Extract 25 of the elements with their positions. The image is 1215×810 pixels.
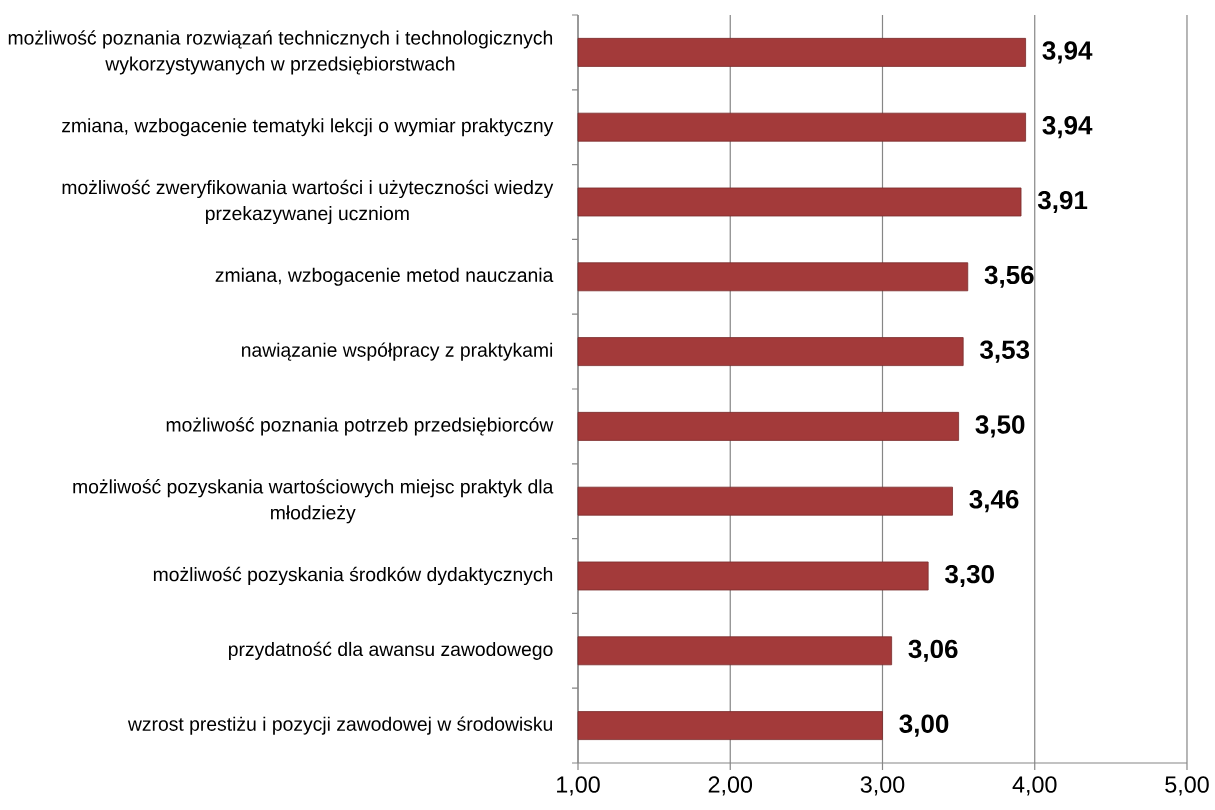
data-label: 3,91 — [1037, 190, 1088, 214]
y-tick-label: przydatność dla awansu zawodowego — [229, 641, 553, 660]
x-tick-label: 4,00 — [1012, 776, 1057, 796]
x-tick-label: 3,00 — [860, 776, 905, 796]
y-tick-label: możliwość pozyskania wartościowych miejsc praktyk dla młodzieży — [73, 479, 554, 524]
data-label: 3,00 — [899, 714, 949, 737]
y-tick-label: wzrost prestiżu i pozycji zawodowej w środowisku — [127, 716, 553, 735]
x-tick-label: 1,00 — [557, 776, 600, 796]
data-label: 3,94 — [1042, 116, 1093, 139]
data-label: 3,50 — [975, 415, 1025, 438]
data-label: 3,56 — [984, 265, 1034, 288]
data-label: 3,94 — [1042, 41, 1093, 64]
y-tick-label: zmiana, wzbogacenie metod nauczania — [215, 267, 554, 286]
y-tick-label: nawiązanie współpracy z praktykami — [241, 342, 553, 361]
y-tick-label: możliwość poznania rozwiązań technicznych i technologicznych wykorzystywanych w przedsiębiorstwach — [8, 30, 553, 75]
y-tick-label: możliwość zweryfikowania wartości i użyteczności wiedzy przekazywanej uczniom — [62, 179, 554, 225]
data-label: 3,53 — [980, 340, 1030, 363]
x-tick-label: 5,00 — [1165, 776, 1209, 796]
y-tick-label: możliwość pozyskania środków dydaktycznych — [153, 566, 553, 586]
y-tick-label: możliwość poznania potrzeb przedsiębiorców — [166, 417, 554, 436]
data-label: 3,46 — [969, 490, 1019, 513]
data-label: 3,06 — [908, 639, 958, 662]
y-tick-label: zmiana, wzbogacenie tematyki lekcji o wymiar praktyczny — [62, 118, 554, 137]
x-tick-label: 2,00 — [708, 776, 753, 796]
data-label: 3,30 — [945, 564, 994, 588]
